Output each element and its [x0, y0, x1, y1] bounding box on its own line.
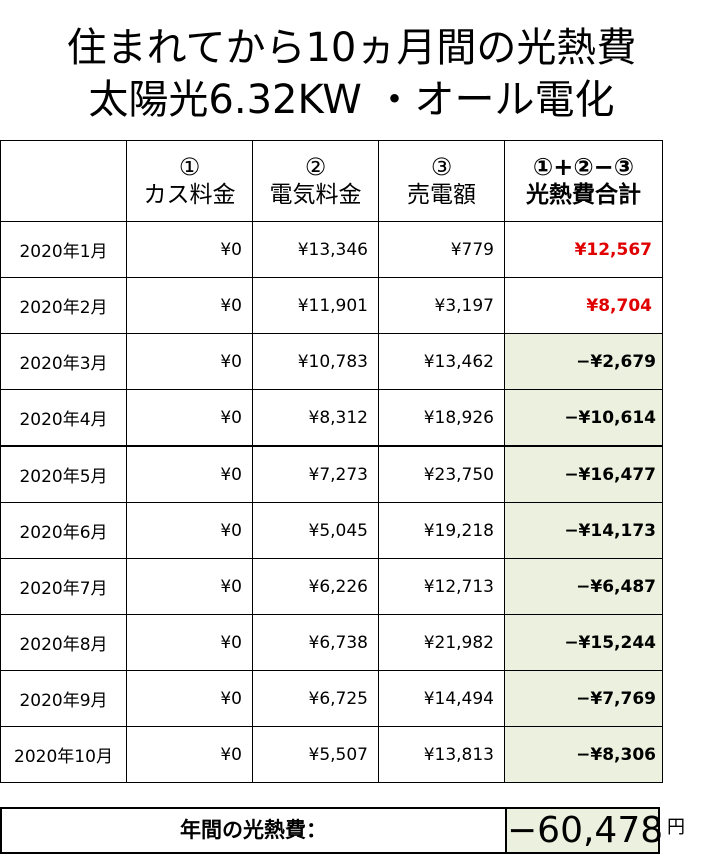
sold-cell: ¥23,750 — [378, 445, 505, 503]
total-cell: −¥2,679 — [504, 333, 663, 390]
gas-cell: ¥0 — [126, 614, 253, 671]
sold-cell: ¥19,218 — [378, 502, 505, 559]
total-cell: −¥15,244 — [504, 614, 663, 671]
month-cell: 2020年7月 — [0, 558, 127, 615]
sold-cell: ¥13,813 — [378, 726, 505, 783]
electric-cell: ¥6,738 — [252, 614, 379, 671]
month-cell: 2020年9月 — [0, 670, 127, 727]
page-subtitle: 太陽光6.32KW ・オール電化 — [88, 77, 615, 123]
header-sold-label: 売電額 — [407, 182, 476, 208]
table-row: 2020年8月 ¥0 ¥6,738 ¥21,982 −¥15,244 — [0, 614, 663, 671]
sold-cell: ¥12,713 — [378, 558, 505, 615]
electric-cell: ¥13,346 — [252, 221, 379, 278]
header-total-label: 光熱費合計 — [526, 182, 641, 208]
sold-cell: ¥14,494 — [378, 670, 505, 727]
total-cell: −¥10,614 — [504, 389, 663, 447]
electric-cell: ¥5,507 — [252, 726, 379, 783]
table-row: 2020年1月 ¥0 ¥13,346 ¥779 ¥12,567 — [0, 221, 663, 278]
gas-cell: ¥0 — [126, 389, 253, 447]
table-row: 2020年2月 ¥0 ¥11,901 ¥3,197 ¥8,704 — [0, 277, 663, 334]
total-cell: −¥16,477 — [504, 445, 663, 503]
header-gas: ① カス料金 — [126, 140, 253, 222]
header-electric-number: ② — [304, 153, 327, 181]
gas-cell: ¥0 — [126, 221, 253, 278]
gas-cell: ¥0 — [126, 502, 253, 559]
gas-cell: ¥0 — [126, 670, 253, 727]
annual-unit: 円 — [667, 817, 685, 838]
gas-cell: ¥0 — [126, 726, 253, 783]
header-electric: ② 電気料金 — [252, 140, 379, 222]
month-cell: 2020年8月 — [0, 614, 127, 671]
month-cell: 2020年4月 — [0, 389, 127, 447]
total-cell: −¥14,173 — [504, 502, 663, 559]
sold-cell: ¥779 — [378, 221, 505, 278]
electric-cell: ¥11,901 — [252, 277, 379, 334]
header-sold: ③ 売電額 — [378, 140, 505, 222]
electric-cell: ¥5,045 — [252, 502, 379, 559]
month-cell: 2020年3月 — [0, 333, 127, 390]
month-cell: 2020年10月 — [0, 726, 127, 783]
table-row: 2020年5月 ¥0 ¥7,273 ¥23,750 −¥16,477 — [0, 445, 663, 503]
electric-cell: ¥6,226 — [252, 558, 379, 615]
annual-label: 年間の光熱費： — [2, 809, 507, 852]
table-row: 2020年10月 ¥0 ¥5,507 ¥13,813 −¥8,306 — [0, 726, 663, 783]
gas-cell: ¥0 — [126, 277, 253, 334]
sold-cell: ¥18,926 — [378, 389, 505, 447]
table-row: 2020年9月 ¥0 ¥6,725 ¥14,494 −¥7,769 — [0, 670, 663, 727]
total-cell: ¥8,704 — [504, 277, 663, 334]
table-row: 2020年3月 ¥0 ¥10,783 ¥13,462 −¥2,679 — [0, 333, 663, 390]
month-cell: 2020年1月 — [0, 221, 127, 278]
page-title: 住まれてから10ヵ月間の光熱費 — [66, 25, 637, 71]
month-cell: 2020年5月 — [0, 445, 127, 503]
gas-cell: ¥0 — [126, 445, 253, 503]
month-cell: 2020年6月 — [0, 502, 127, 559]
electric-cell: ¥6,725 — [252, 670, 379, 727]
month-cell: 2020年2月 — [0, 277, 127, 334]
header-gas-number: ① — [178, 153, 201, 181]
header-total-formula: ①+②−③ — [532, 153, 635, 181]
header-row: ① カス料金 ② 電気料金 ③ 売電額 ①+②−③ 光熱費合計 — [0, 140, 663, 222]
table-row: 2020年4月 ¥0 ¥8,312 ¥18,926 −¥10,614 — [0, 389, 663, 447]
gas-cell: ¥0 — [126, 333, 253, 390]
total-cell: −¥6,487 — [504, 558, 663, 615]
annual-summary: 年間の光熱費： −60,478 — [0, 807, 664, 854]
header-total: ①+②−③ 光熱費合計 — [504, 140, 663, 222]
sold-cell: ¥3,197 — [378, 277, 505, 334]
annual-value: −60,478 — [507, 809, 664, 852]
electric-cell: ¥8,312 — [252, 389, 379, 447]
cost-table: ① カス料金 ② 電気料金 ③ 売電額 ①+②−③ 光熱費合計 2020年1月 ¥… — [0, 140, 663, 783]
sold-cell: ¥13,462 — [378, 333, 505, 390]
table-row: 2020年7月 ¥0 ¥6,226 ¥12,713 −¥6,487 — [0, 558, 663, 615]
header-gas-label: カス料金 — [143, 182, 236, 208]
electric-cell: ¥7,273 — [252, 445, 379, 503]
total-cell: −¥8,306 — [504, 726, 663, 783]
header-sold-number: ③ — [430, 153, 453, 181]
table-row: 2020年6月 ¥0 ¥5,045 ¥19,218 −¥14,173 — [0, 502, 663, 559]
header-month — [0, 140, 127, 222]
gas-cell: ¥0 — [126, 558, 253, 615]
sold-cell: ¥21,982 — [378, 614, 505, 671]
header-electric-label: 電気料金 — [269, 182, 362, 208]
total-cell: ¥12,567 — [504, 221, 663, 278]
total-cell: −¥7,769 — [504, 670, 663, 727]
electric-cell: ¥10,783 — [252, 333, 379, 390]
